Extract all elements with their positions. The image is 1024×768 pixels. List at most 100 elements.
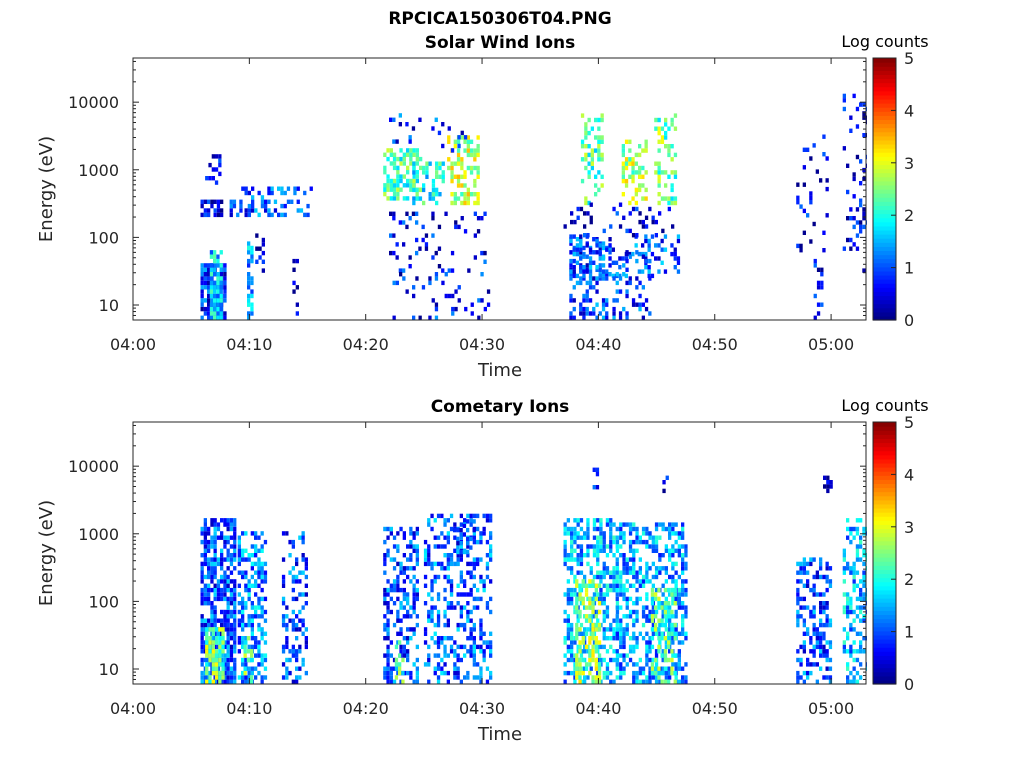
data-cell (654, 522, 659, 527)
data-cell (220, 535, 224, 540)
data-cell (645, 574, 649, 580)
colorbar-swatch (873, 311, 896, 317)
data-cell (849, 539, 853, 545)
data-cell (466, 196, 470, 201)
data-cell (648, 276, 652, 281)
data-cell (597, 666, 602, 671)
data-cell (583, 627, 587, 632)
data-cell (398, 670, 402, 676)
data-cell (622, 272, 626, 277)
data-cell (580, 139, 585, 144)
data-cell (392, 583, 397, 588)
data-cell (674, 662, 678, 667)
data-cell (575, 583, 579, 588)
data-cell (456, 666, 460, 671)
data-cell (453, 196, 457, 201)
data-cell (645, 561, 649, 567)
data-cell (584, 644, 589, 650)
data-cell (412, 566, 416, 571)
data-cell (213, 566, 217, 571)
data-cell (635, 636, 639, 641)
data-cell (570, 596, 574, 602)
data-cell (634, 152, 638, 158)
data-cell (842, 649, 846, 654)
data-cell (247, 298, 251, 303)
data-cell (822, 605, 826, 610)
data-cell (806, 662, 810, 667)
colorbar-swatch (873, 483, 896, 489)
data-cell (233, 618, 237, 623)
data-cell (444, 293, 448, 299)
data-cell (638, 183, 642, 188)
data-cell (651, 583, 655, 588)
data-cell (813, 315, 817, 320)
colorbar-swatch (873, 160, 896, 166)
data-cell (657, 178, 661, 184)
data-cell (218, 627, 222, 632)
data-cell (489, 579, 493, 584)
data-cell (482, 587, 486, 593)
data-cell (443, 662, 447, 667)
data-cell (645, 566, 649, 571)
data-cell (436, 592, 441, 597)
data-cell (389, 233, 393, 238)
data-cell (456, 183, 461, 188)
data-cell (479, 596, 483, 602)
data-cell (476, 526, 480, 532)
data-cell (446, 539, 450, 545)
data-cell (257, 653, 261, 658)
data-cell (595, 280, 599, 286)
data-cell (386, 592, 390, 597)
data-cell (396, 165, 400, 171)
data-cell (203, 276, 207, 281)
data-cell (570, 535, 574, 540)
data-cell (855, 220, 860, 225)
data-cell (456, 549, 460, 555)
data-cell (237, 553, 241, 558)
data-cell (580, 157, 585, 162)
data-cell (218, 653, 222, 658)
data-cell (570, 649, 574, 654)
data-cell (641, 614, 646, 619)
data-cell (635, 250, 639, 255)
data-cell (582, 306, 586, 312)
data-cell (855, 531, 860, 536)
data-cell (631, 161, 635, 166)
data-cell (460, 165, 464, 171)
data-cell (592, 518, 597, 523)
data-cell (216, 618, 221, 623)
data-cell (213, 548, 217, 553)
data-cell (648, 618, 652, 623)
data-cell (409, 557, 413, 562)
data-cell (641, 165, 645, 171)
data-cell (572, 315, 576, 320)
data-cell (587, 174, 591, 179)
data-cell (226, 675, 230, 680)
data-cell (569, 250, 573, 255)
data-cell (806, 675, 810, 680)
colorbar-swatch (873, 242, 896, 247)
data-cell (444, 211, 448, 216)
data-cell (425, 161, 429, 166)
data-cell (849, 526, 853, 532)
data-cell (566, 601, 570, 606)
data-cell (489, 609, 493, 615)
data-cell (473, 157, 477, 162)
data-cell (601, 276, 606, 281)
data-cell (622, 561, 626, 567)
data-cell (563, 539, 567, 545)
data-cell (638, 566, 642, 571)
data-cell (806, 570, 810, 575)
data-cell (862, 211, 866, 216)
data-cell (612, 566, 616, 571)
data-cell (208, 657, 212, 663)
x-tick-label: 04:10 (226, 699, 272, 718)
data-cell (210, 570, 214, 575)
data-cell (825, 566, 829, 571)
data-cell (456, 657, 460, 663)
data-cell (479, 531, 483, 536)
data-cell (681, 553, 685, 558)
data-cell (619, 526, 623, 532)
data-cell (463, 627, 467, 632)
data-cell (586, 649, 590, 654)
